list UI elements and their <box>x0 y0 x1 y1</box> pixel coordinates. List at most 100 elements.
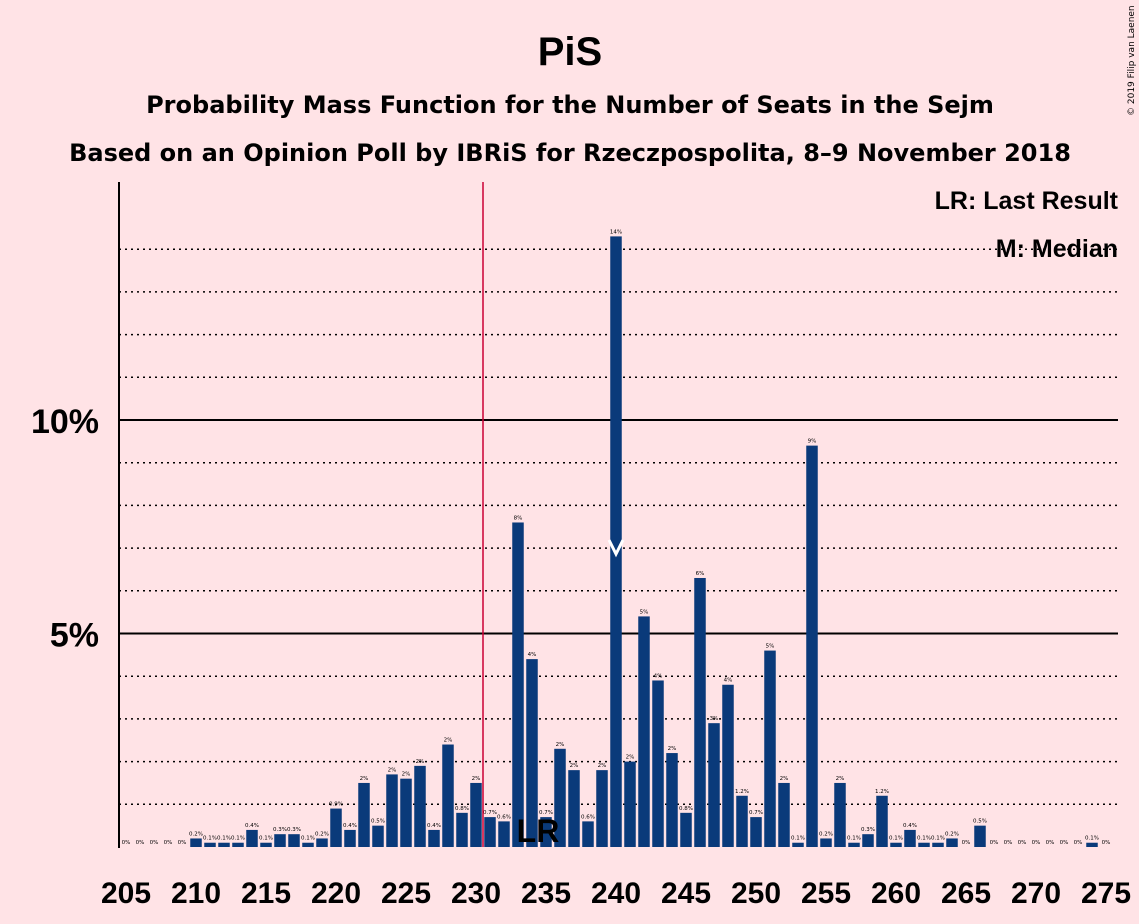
bar-value-label: 0.1% <box>889 836 903 842</box>
bar-value-label: 8% <box>514 515 523 521</box>
x-tick-label: 255 <box>801 877 851 910</box>
bar <box>680 812 692 847</box>
bar-value-label: 2% <box>626 755 635 761</box>
bar <box>932 842 944 847</box>
bar-value-label: 0% <box>178 840 187 846</box>
bar <box>582 821 594 847</box>
bar <box>610 236 622 847</box>
bar-value-label: 0.1% <box>931 836 945 842</box>
bar-value-label: 0% <box>122 840 131 846</box>
bar-value-label: 0.4% <box>427 823 441 829</box>
bar <box>778 782 790 847</box>
bar-value-label: 0.7% <box>539 810 553 816</box>
bar <box>372 825 384 847</box>
bar-value-label: 0.2% <box>819 831 833 837</box>
x-tick-label: 245 <box>661 877 711 910</box>
bar-value-label: 14% <box>610 229 622 235</box>
bar <box>792 842 804 847</box>
last-result-label: LR <box>517 813 560 849</box>
bar-value-label: 0.6% <box>497 814 511 820</box>
bar-value-label: 0% <box>150 840 159 846</box>
bar-value-label: 5% <box>766 644 775 650</box>
bar <box>876 795 888 847</box>
markers: LR <box>482 182 625 849</box>
bar <box>344 829 356 847</box>
bar <box>1086 842 1098 847</box>
bar-value-label: 3% <box>710 716 719 722</box>
bar <box>596 770 608 847</box>
bar-value-label: 0.1% <box>301 836 315 842</box>
bar-value-label: 2% <box>472 776 481 782</box>
x-tick-label: 240 <box>591 877 641 910</box>
bar <box>428 829 440 847</box>
bar <box>400 778 412 847</box>
bar-value-label: 0.7% <box>483 810 497 816</box>
bar-value-label: 0.4% <box>245 823 259 829</box>
bar-value-label: 2% <box>668 746 677 752</box>
bar <box>820 838 832 847</box>
bar-value-label: 0.2% <box>189 831 203 837</box>
bar-value-label: 0% <box>136 840 145 846</box>
bar-value-label: 2% <box>780 776 789 782</box>
bar-value-label: 2% <box>836 776 845 782</box>
bar-value-label: 0% <box>1046 840 1055 846</box>
bar-value-label: 2% <box>388 767 397 773</box>
bar <box>946 838 958 847</box>
bar-value-label: 9% <box>808 439 817 445</box>
bar-value-label: 0.8% <box>679 806 693 812</box>
value-labels: 0% 0% 0% 0% 0%0.2%0.1% 0.1% 0.1%0.4%0.1%0.3% 0.… <box>122 229 1111 846</box>
bar <box>708 723 720 847</box>
bar-value-label: 0.6% <box>581 814 595 820</box>
bar <box>918 842 930 847</box>
bar-value-label: 0% <box>1074 840 1083 846</box>
x-tick-label: 250 <box>731 877 781 910</box>
x-tick-label: 265 <box>941 877 991 910</box>
bar-value-label: 0.7% <box>749 810 763 816</box>
bar <box>498 821 510 847</box>
bar-value-label: 0% <box>1032 840 1041 846</box>
bar <box>694 577 706 847</box>
bar-value-label: 0% <box>1004 840 1013 846</box>
x-tick-label: 215 <box>241 877 291 910</box>
bar-value-label: 5% <box>640 609 649 615</box>
chart-subtitle-1: Probability Mass Function for the Number… <box>146 91 994 119</box>
bar-value-label: 2% <box>444 738 453 744</box>
bar-value-label: 4% <box>724 678 733 684</box>
bar-value-label: 4% <box>528 652 537 658</box>
bar-value-label: 0.1% <box>217 836 231 842</box>
bar-value-label: 4% <box>654 673 663 679</box>
bar <box>834 782 846 847</box>
bar <box>232 842 244 847</box>
bar-value-label: 0.4% <box>343 823 357 829</box>
bar-value-label: 0.2% <box>945 831 959 837</box>
x-tick-label: 275 <box>1081 877 1131 910</box>
bar <box>414 765 426 847</box>
bar <box>736 795 748 847</box>
legend-last-result: LR: Last Result <box>935 187 1119 215</box>
bar <box>358 782 370 847</box>
bar <box>470 782 482 847</box>
x-tick-label: 235 <box>521 877 571 910</box>
bar-value-label: 0.4% <box>903 823 917 829</box>
bar <box>652 680 664 847</box>
bar-value-label: 0.5% <box>371 819 385 825</box>
bar-value-label: 0.1% <box>231 836 245 842</box>
bar-value-label: 0% <box>164 840 173 846</box>
bar <box>442 744 454 847</box>
bar-value-label: 2% <box>360 776 369 782</box>
bar-value-label: 0.3% <box>861 827 875 833</box>
bar <box>904 829 916 847</box>
bar <box>204 842 216 847</box>
bar-value-label: 2% <box>402 772 411 778</box>
chart-title: PiS <box>538 30 602 74</box>
bar <box>666 753 678 847</box>
bar <box>302 842 314 847</box>
bar <box>722 684 734 847</box>
y-tick-label: 10% <box>31 403 99 441</box>
copyright-text: © 2019 Filip van Laenen <box>1127 5 1137 116</box>
bar <box>624 761 636 847</box>
bar-value-label: 1.2% <box>875 789 889 795</box>
bar <box>974 825 986 847</box>
bar-value-label: 0% <box>1102 840 1111 846</box>
